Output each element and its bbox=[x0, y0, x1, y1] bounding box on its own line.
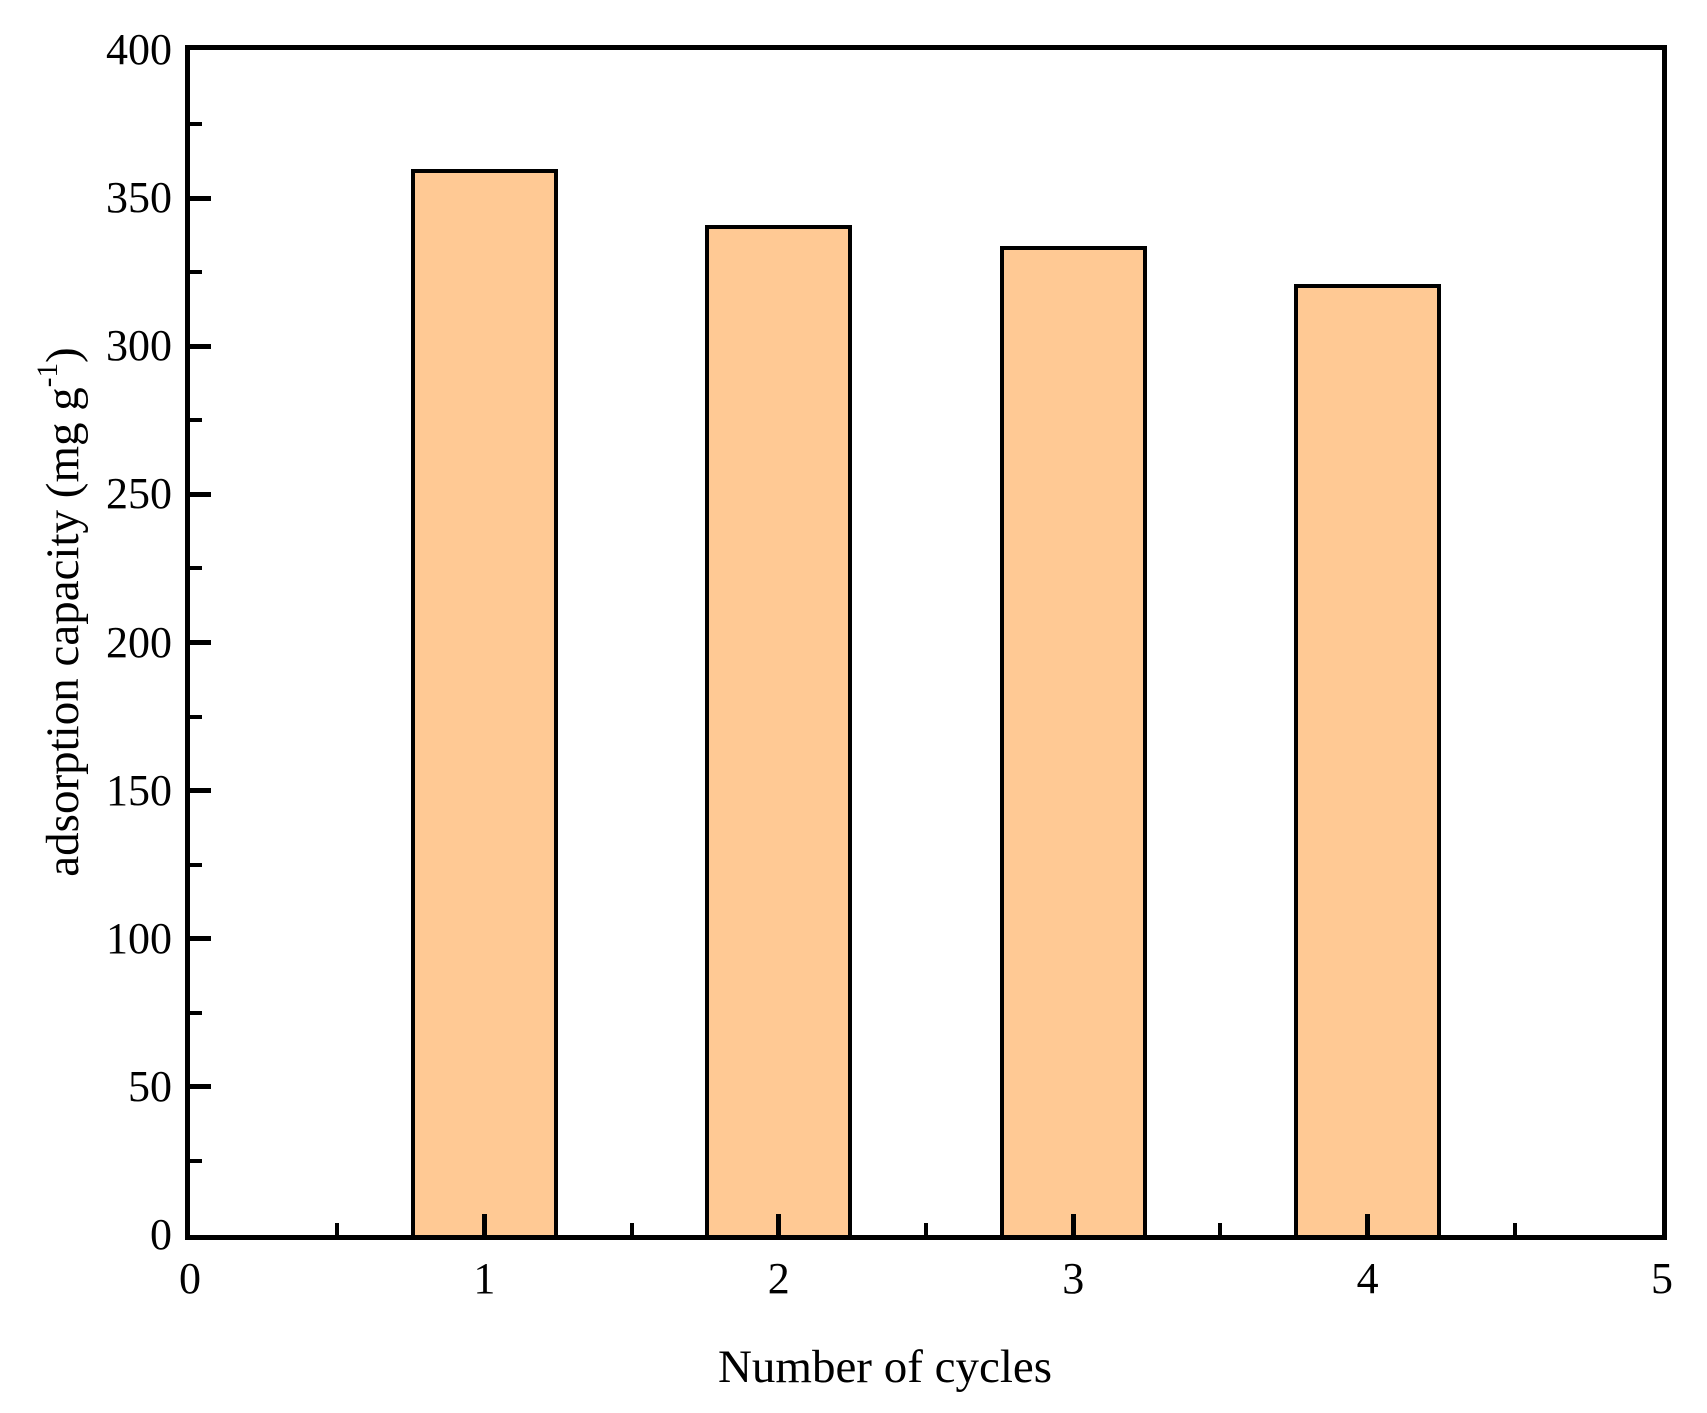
x-tick-label: 0 bbox=[179, 1254, 201, 1303]
x-major-tick bbox=[1365, 1214, 1371, 1235]
x-minor-tick bbox=[1512, 1223, 1517, 1235]
x-tick-label: 3 bbox=[1062, 1254, 1085, 1303]
y-minor-tick bbox=[190, 418, 202, 423]
y-axis-label: adsorption capacity (mg g-1) bbox=[31, 262, 93, 962]
y-tick-label: 100 bbox=[106, 913, 172, 963]
x-major-tick bbox=[1070, 1214, 1076, 1235]
x-major-tick bbox=[481, 1214, 487, 1235]
y-tick-label: 250 bbox=[106, 469, 172, 519]
x-minor-tick bbox=[629, 1223, 634, 1235]
y-minor-tick bbox=[190, 714, 202, 719]
y-major-tick bbox=[190, 640, 211, 645]
y-major-tick bbox=[190, 1084, 211, 1090]
y-tick-label: 150 bbox=[106, 765, 172, 815]
x-minor-tick bbox=[335, 1223, 340, 1235]
y-minor-tick bbox=[190, 270, 202, 275]
bar bbox=[705, 224, 853, 1235]
y-tick-label: 400 bbox=[106, 25, 172, 74]
y-tick-label: 300 bbox=[106, 321, 172, 371]
x-axis-label: Number of cycles bbox=[717, 1341, 1053, 1393]
y-axis-label-superscript: -1 bbox=[31, 362, 64, 388]
x-tick-label: 5 bbox=[1651, 1254, 1673, 1303]
y-major-tick bbox=[190, 343, 211, 349]
y-tick-label: 350 bbox=[106, 173, 172, 223]
x-tick-label: 1 bbox=[473, 1254, 496, 1303]
y-tick-label: 0 bbox=[150, 1210, 172, 1259]
bar bbox=[410, 168, 558, 1235]
y-minor-tick bbox=[190, 1010, 202, 1015]
y-tick-label: 50 bbox=[128, 1061, 172, 1111]
bar bbox=[999, 245, 1147, 1235]
x-major-tick bbox=[776, 1214, 782, 1235]
y-major-tick bbox=[190, 788, 211, 794]
plot-area-frame bbox=[185, 45, 1667, 1240]
y-minor-tick bbox=[190, 566, 202, 571]
y-major-tick bbox=[190, 491, 211, 497]
x-minor-tick bbox=[924, 1223, 928, 1235]
x-tick-label: 4 bbox=[1356, 1254, 1379, 1303]
x-minor-tick bbox=[1218, 1223, 1223, 1235]
y-axis-label-text: adsorption capacity (mg g bbox=[37, 387, 89, 877]
bar bbox=[1294, 284, 1442, 1235]
y-tick-label: 200 bbox=[106, 617, 172, 667]
y-minor-tick bbox=[190, 1158, 202, 1163]
y-minor-tick bbox=[190, 862, 202, 867]
y-axis-label-close: ) bbox=[37, 347, 89, 363]
x-tick-label: 2 bbox=[767, 1254, 790, 1303]
y-major-tick bbox=[190, 195, 211, 201]
y-minor-tick bbox=[190, 122, 202, 127]
y-major-tick bbox=[190, 936, 211, 942]
